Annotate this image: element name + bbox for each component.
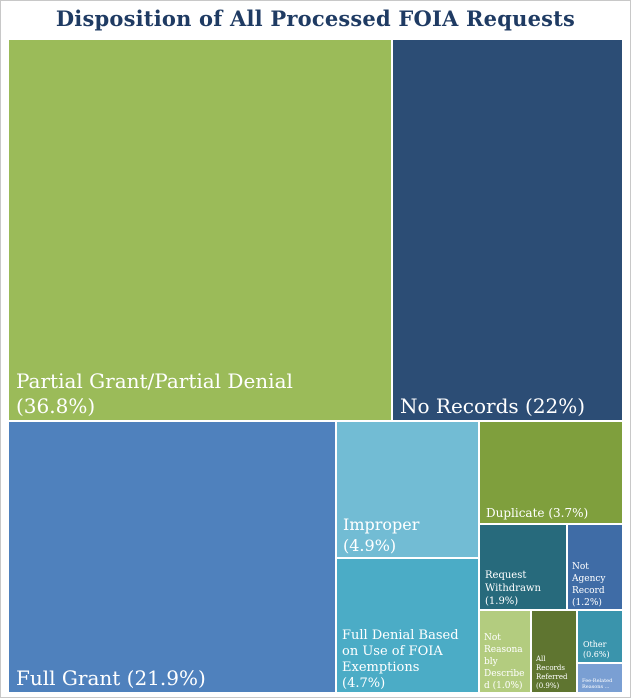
tile-label-partial-grant-partial-denial: Partial Grant/Partial Denial (36.8%) <box>16 369 293 418</box>
tile-partial-grant-partial-denial <box>9 40 391 420</box>
treemap-labels: Partial Grant/Partial Denial (36.8%) No Re… <box>16 369 613 691</box>
tile-label-duplicate: Duplicate (3.7%) <box>486 506 588 520</box>
tile-no-records <box>393 40 622 420</box>
tile-improper <box>337 422 478 557</box>
treemap-tiles <box>9 40 622 692</box>
tile-label-full-denial-based-on-use-of-foia-exemptions: Full Denial Based on Use of FOIA Exemption… <box>342 628 459 691</box>
tile-other <box>578 611 622 662</box>
tile-all-records-referred <box>532 611 576 692</box>
tile-label-no-records: No Records (22%) <box>400 394 585 418</box>
tile-not-reasonably-described <box>480 611 530 692</box>
tile-full-grant <box>9 422 335 692</box>
tile-label-improper: Improper (4.9%) <box>343 515 420 555</box>
tile-not-agency-record <box>568 525 622 609</box>
tile-label-fee-related-reasons: Fee-Related Reasons ... <box>582 678 613 690</box>
tile-label-request-withdrawn: Request Withdrawn (1.9%) <box>485 570 541 607</box>
tile-duplicate <box>480 422 622 523</box>
tile-label-full-grant: Full Grant (21.9%) <box>16 666 206 690</box>
tile-label-not-agency-record: Not Agency Record (1.2%) <box>571 562 606 608</box>
tile-request-withdrawn <box>480 525 566 609</box>
tile-label-other: Other (0.6%) <box>583 640 610 659</box>
chart-title: Disposition of All Processed FOIA Reques… <box>55 6 576 31</box>
tile-full-denial-based-on-use-of-foia-exemptions <box>337 559 478 692</box>
tile-fee-related-reasons <box>578 664 622 692</box>
tile-label-all-records-referred: All Records Referred (0.9%) <box>535 655 568 690</box>
tile-label-not-reasonably-described: Not Reasona bly Describe d (1.0%) <box>484 633 524 691</box>
